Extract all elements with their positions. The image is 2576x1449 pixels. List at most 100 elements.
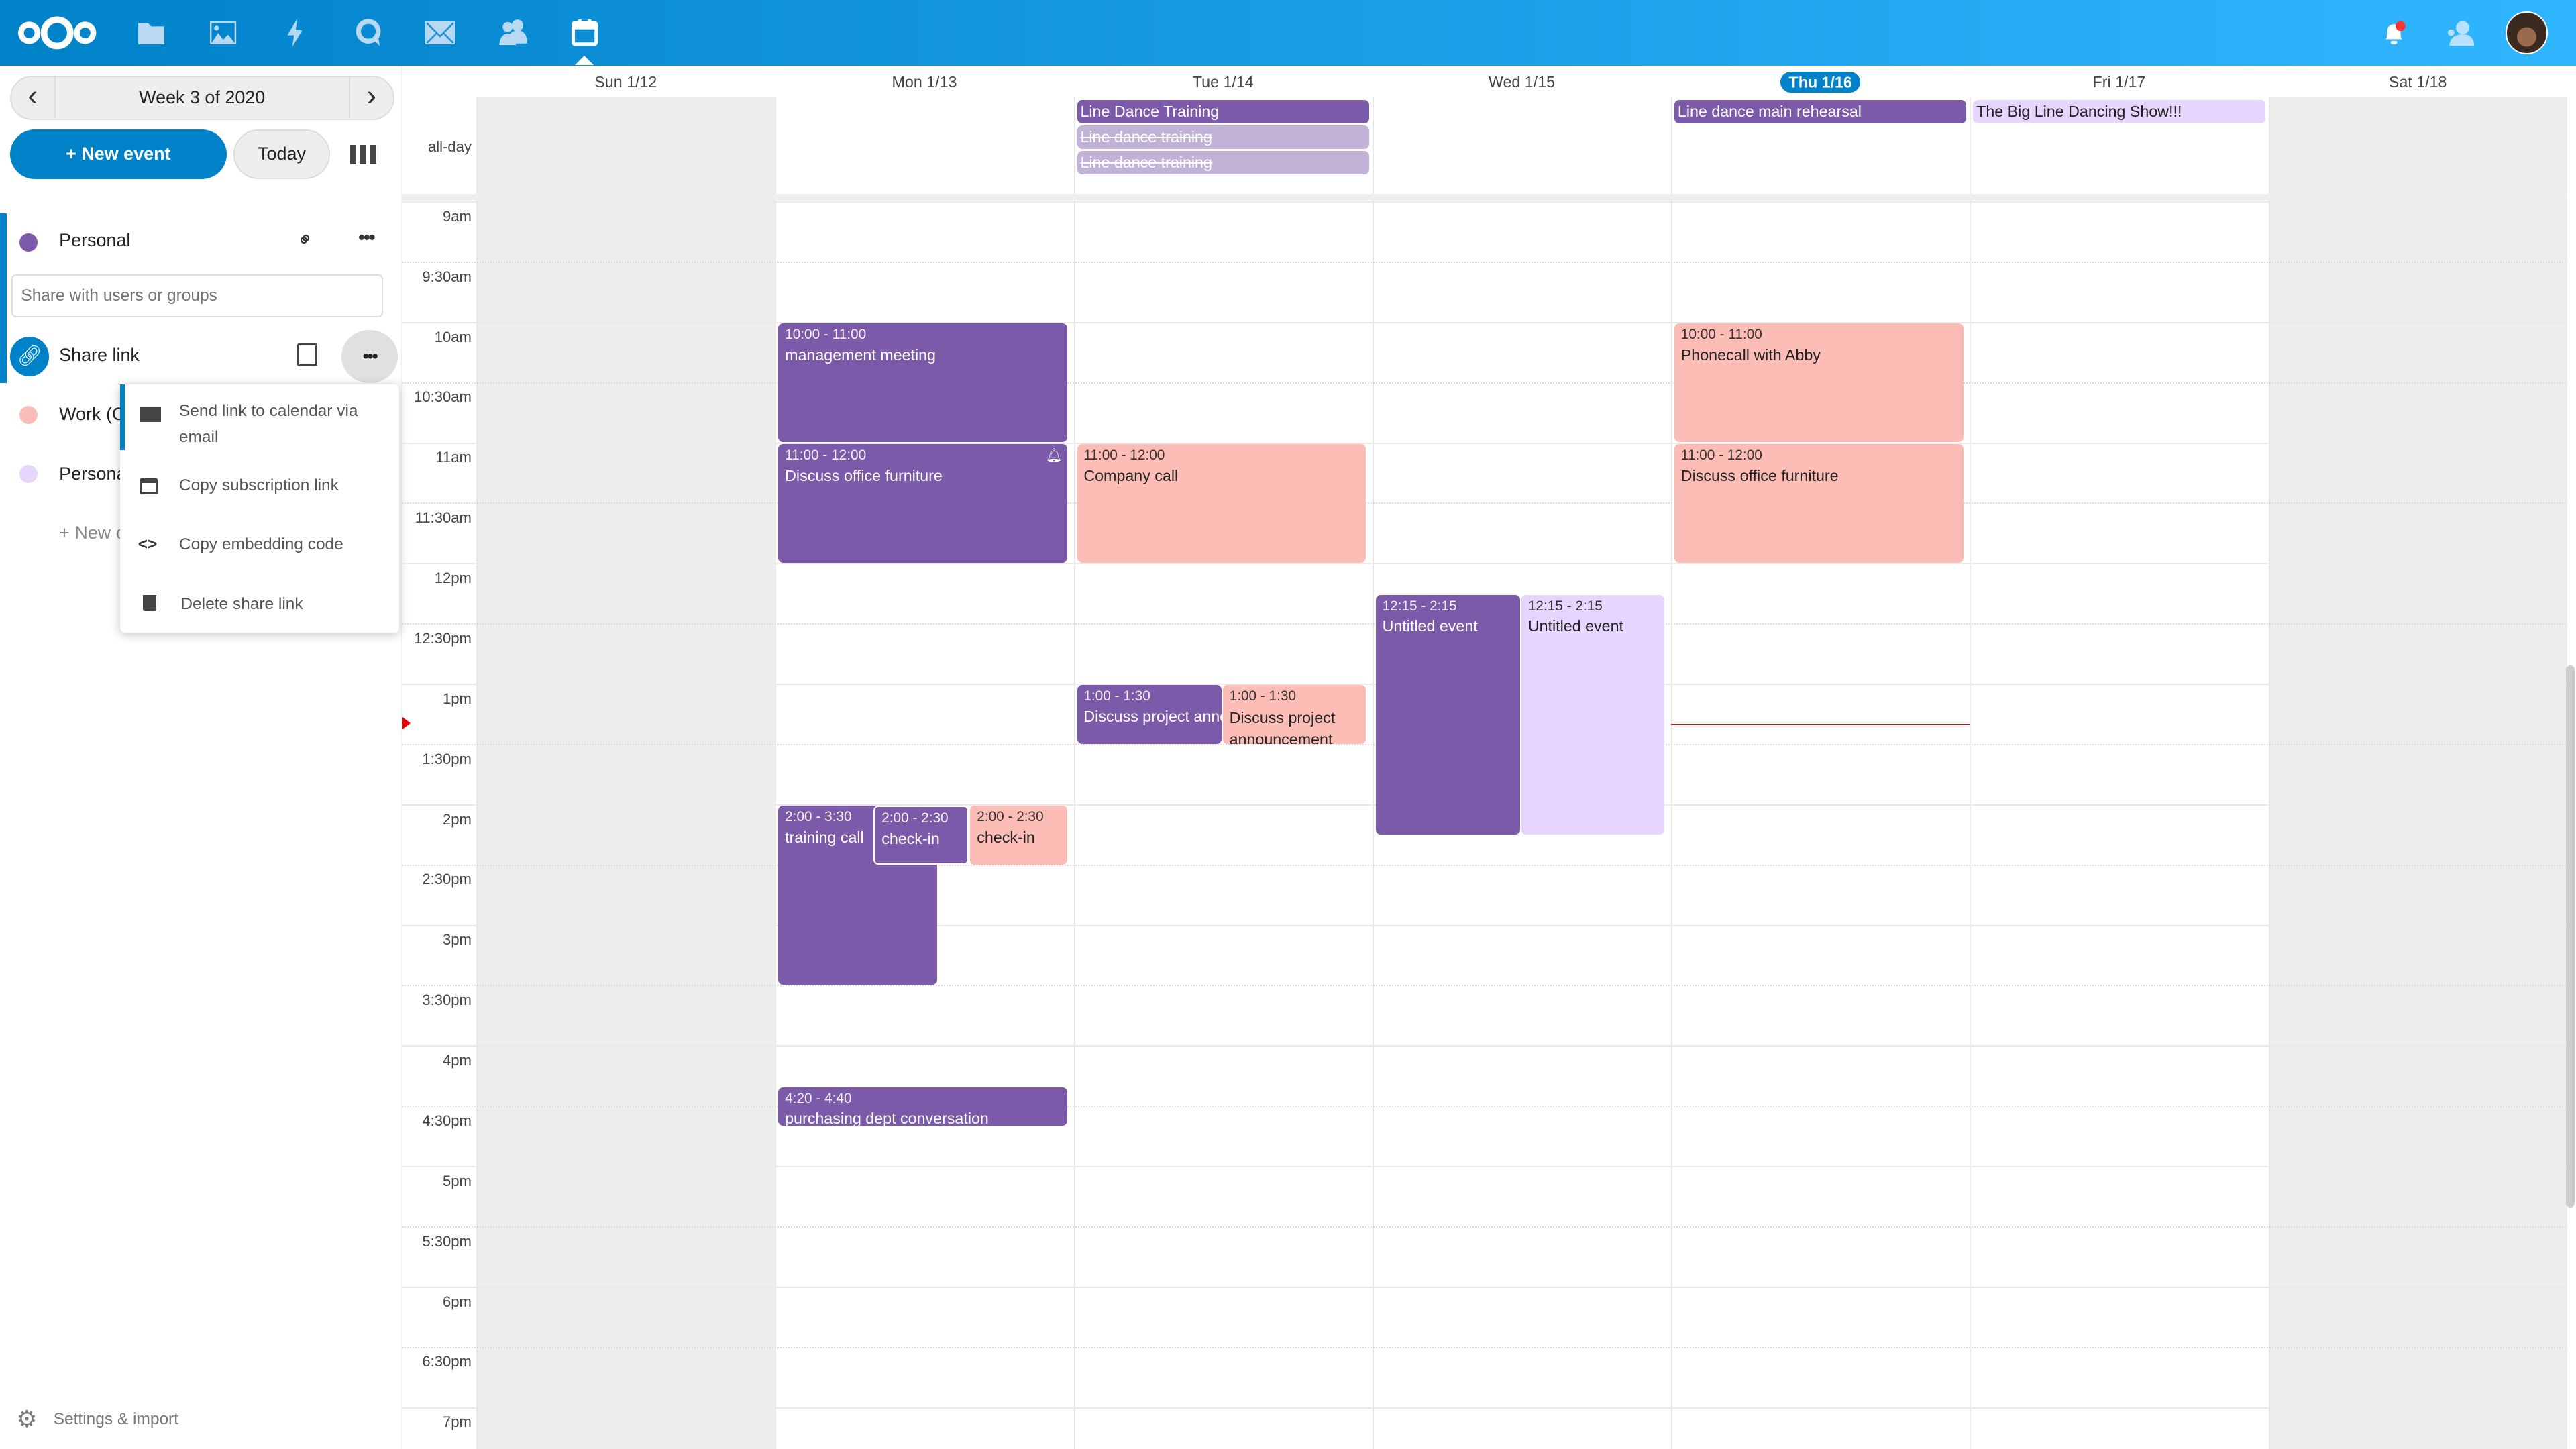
day-header[interactable]: Mon 1/13 (775, 67, 1074, 97)
event-time: 2:00 - 3:30 (785, 809, 852, 825)
allday-event[interactable]: Line dance training (1077, 151, 1369, 174)
calendar-name: Work (C (59, 404, 125, 425)
week-calendar: 9am 9:30am 10am 10:30am 11am 11:30am 12pm 12:30… (402, 66, 2576, 1449)
allday-event[interactable]: The Big Line Dancing Show!!! (1973, 100, 2265, 123)
copy-to-clipboard-icon[interactable] (297, 343, 317, 367)
calendar-color-dot (19, 465, 38, 483)
grid-line (402, 563, 2567, 564)
talk-icon[interactable] (352, 16, 384, 49)
contacts-menu-icon[interactable] (2443, 16, 2476, 49)
time-label: 1:30pm (422, 750, 472, 767)
calendar-event[interactable]: 10:00 - 11:00 management meeting (778, 323, 1067, 443)
contacts-icon[interactable] (496, 16, 529, 49)
day-column[interactable] (1073, 97, 1373, 1449)
mail-icon[interactable] (424, 16, 457, 49)
allday-event[interactable]: Line Dance Training (1077, 100, 1369, 123)
user-avatar[interactable] (2505, 11, 2548, 54)
event-time: 12:15 - 2:15 (1382, 598, 1457, 614)
time-label: 4pm (442, 1052, 472, 1069)
day-header[interactable]: Sat 1/18 (2268, 67, 2567, 97)
grid-line (402, 201, 2567, 203)
next-week-button[interactable]: › (348, 76, 393, 118)
day-column[interactable] (476, 97, 775, 1449)
event-time: 1:00 - 1:30 (1083, 688, 1150, 704)
today-button[interactable]: Today (233, 129, 331, 179)
day-column[interactable] (2268, 97, 2567, 1449)
current-time-marker (402, 717, 411, 730)
calendar-event[interactable]: 2:00 - 2:30 check-in (873, 806, 969, 865)
menu-item-copy-embed[interactable]: <> Copy embedding code (138, 535, 343, 554)
allday-event[interactable]: Line dance training (1077, 125, 1369, 149)
allday-event[interactable]: Line dance main rehearsal (1674, 100, 1967, 123)
calendar-event[interactable]: 4:20 - 4:40 purchasing dept conversation (778, 1087, 1067, 1126)
event-title: check-in (977, 828, 1035, 846)
nextcloud-logo[interactable] (16, 15, 98, 51)
more-options-icon[interactable]: ••• (358, 226, 376, 249)
day-header[interactable]: Thu 1/16 (1671, 67, 1970, 97)
photos-icon[interactable] (207, 16, 240, 49)
event-time: 2:00 - 2:30 (977, 809, 1044, 825)
time-label: 4:30pm (422, 1112, 472, 1129)
activity-icon[interactable] (279, 16, 312, 49)
day-header[interactable]: Tue 1/14 (1073, 67, 1373, 97)
calendar-item-personal[interactable]: Personal ⚭ ••• (0, 225, 402, 258)
grid-line (402, 864, 2567, 866)
calendar-item-work[interactable]: Work (C (0, 398, 402, 431)
grid-line (402, 442, 2567, 444)
day-header[interactable]: Fri 1/17 (1970, 67, 2269, 97)
day-label: Sat 1/18 (2388, 73, 2447, 91)
calendar-item-personal-2[interactable]: Persona (0, 457, 402, 490)
menu-item-send-email[interactable]: Send link to calendar via email (120, 398, 399, 450)
day-column[interactable] (775, 97, 1074, 1449)
day-column[interactable] (1671, 97, 1970, 1449)
scrollbar[interactable] (2566, 665, 2575, 1208)
time-label: 3pm (442, 931, 472, 949)
event-title: training call (785, 828, 864, 846)
event-time: 11:00 - 12:00 (1083, 447, 1165, 463)
day-label: Fri 1/17 (2092, 73, 2146, 91)
event-time: 10:00 - 11:00 (1680, 327, 1762, 343)
day-header[interactable]: Wed 1/15 (1372, 67, 1672, 97)
view-switcher-icon[interactable] (350, 144, 376, 164)
calendar-event[interactable]: 11:00 - 12:00 Company call (1077, 443, 1366, 564)
files-icon[interactable] (135, 16, 168, 49)
calendar-name: Personal (59, 229, 131, 250)
mail-icon (140, 407, 161, 423)
time-label: 9am (442, 207, 472, 225)
menu-item-delete-share[interactable]: Delete share link (120, 594, 399, 614)
calendar-icon[interactable] (568, 16, 601, 49)
calendar-event[interactable]: 11:00 - 12:00 Discuss office furniture (1674, 443, 1964, 564)
calendar-event[interactable]: 12:15 - 2:15 Untitled event (1520, 594, 1665, 835)
notifications-icon[interactable] (2377, 16, 2410, 49)
day-column[interactable] (1970, 97, 2269, 1449)
settings-button[interactable]: ⚙ Settings & import (16, 1406, 178, 1432)
allday-label: all-day (427, 138, 472, 155)
calendar-event[interactable]: 12:15 - 2:15 Untitled event (1375, 594, 1521, 835)
calendar-name: Persona (59, 463, 127, 484)
new-event-button[interactable]: + New event (9, 129, 227, 179)
event-title: Discuss project announcement (1083, 708, 1221, 726)
prev-week-button[interactable]: ‹ (11, 76, 56, 118)
code-icon: <> (138, 535, 158, 554)
share-link-more-button[interactable]: ••• (341, 330, 398, 383)
menu-item-copy-subscription[interactable]: Copy subscription link (120, 476, 399, 495)
event-time: 2:00 - 2:30 (881, 810, 949, 826)
event-time: 12:15 - 2:15 (1527, 598, 1603, 614)
calendar-event[interactable]: 1:00 - 1:30 Discuss project announcement (1077, 685, 1222, 744)
time-label: 7pm (442, 1413, 472, 1431)
event-time: 1:00 - 1:30 (1229, 688, 1297, 704)
share-link-icon[interactable]: ⚭ (292, 226, 319, 254)
calendar-event[interactable]: 11:00 - 12:00 Discuss office furniture 🔔︎ (778, 443, 1067, 564)
share-with-users-input[interactable] (11, 274, 383, 317)
grid-line (402, 502, 2567, 504)
reminder-bell-icon: 🔔︎ (1045, 447, 1063, 463)
day-header[interactable]: Sun 1/12 (476, 67, 775, 97)
week-label[interactable]: Week 3 of 2020 (139, 87, 266, 107)
new-calendar-button[interactable]: + New c (59, 522, 125, 543)
calendar-event[interactable]: 10:00 - 11:00 Phonecall with Abby (1674, 323, 1964, 443)
calendar-event[interactable]: 2:00 - 2:30 check-in (969, 806, 1067, 865)
top-bar (0, 0, 2576, 66)
grid-line (402, 924, 2567, 926)
calendar-event[interactable]: 1:00 - 1:30 Discuss project announcement (1221, 685, 1366, 744)
